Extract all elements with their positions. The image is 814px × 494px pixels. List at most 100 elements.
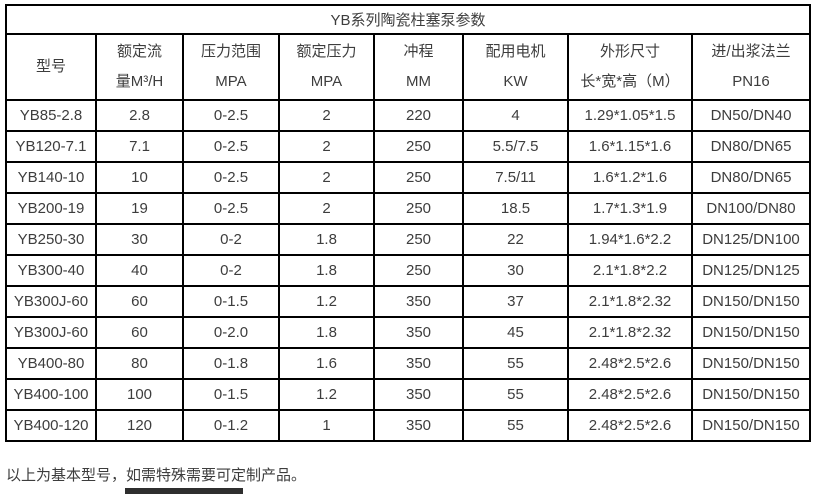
table-cell: 350 — [373, 347, 464, 380]
table-row: YB85-2.8 2.8 0-2.5 2 220 4 1.29*1.05*1.5 DN50/D… — [5, 99, 812, 132]
table-cell: 0-2 — [182, 223, 280, 256]
table-cell: 1.2 — [278, 285, 375, 318]
table-header-row: 型号 额定流 量M³/H 压力范围 MPA 额定压力 MPA 冲程 MM 配用电机 KW 外形尺寸 长*… — [5, 33, 812, 101]
table-cell: 250 — [373, 254, 464, 287]
table-cell: 1.2 — [278, 378, 375, 411]
table-cell: 350 — [373, 409, 464, 442]
table-cell: 2 — [278, 192, 375, 225]
table-cell: 0-2 — [182, 254, 280, 287]
table-cell: 10 — [95, 161, 184, 194]
table-cell: 250 — [373, 192, 464, 225]
table-cell: 0-2.5 — [182, 130, 280, 163]
table-cell: 40 — [95, 254, 184, 287]
table-row: YB400-80 80 0-1.8 1.6 350 55 2.48*2.5*2.6 DN150… — [5, 347, 812, 380]
column-header-line1: 额定流 — [116, 43, 162, 60]
table-cell: YB85-2.8 — [5, 99, 97, 132]
table-row: YB300-40 40 0-2 1.8 250 30 2.1*1.8*2.2 DN125/DN… — [5, 254, 812, 287]
table-cell: 0-1.8 — [182, 347, 280, 380]
table-cell: 0-2.5 — [182, 99, 280, 132]
column-header-line1: 冲程 — [403, 43, 434, 60]
table-cell: 60 — [95, 316, 184, 349]
table-cell: YB400-80 — [5, 347, 97, 380]
table-cell: YB400-120 — [5, 409, 97, 442]
table-row: YB300J-60 60 0-1.5 1.2 350 37 2.1*1.8*2.32 DN15… — [5, 285, 812, 318]
table-cell: YB300-40 — [5, 254, 97, 287]
table-cell: 0-2.5 — [182, 161, 280, 194]
table-cell: YB400-100 — [5, 378, 97, 411]
table-cell: 0-1.5 — [182, 285, 280, 318]
table-cell: 1.94*1.6*2.2 — [567, 223, 693, 256]
column-header: 型号 — [5, 33, 97, 101]
table-cell: 1.6*1.2*1.6 — [567, 161, 693, 194]
column-header: 进/出浆法兰 PN16 — [690, 33, 812, 101]
table-cell: 7.1 — [95, 130, 184, 163]
table-cell: DN150/DN150 — [690, 316, 812, 349]
table-row: YB400-120 120 0-1.2 1 350 55 2.48*2.5*2.6 DN150… — [5, 409, 812, 442]
column-header-line2: PN16 — [732, 73, 770, 90]
table-cell: 2.48*2.5*2.6 — [567, 409, 693, 442]
table-cell: YB120-7.1 — [5, 130, 97, 163]
table-cell: 2.1*1.8*2.32 — [567, 285, 693, 318]
table-cell: 2.48*2.5*2.6 — [567, 347, 693, 380]
table-cell: 45 — [462, 316, 569, 349]
table-cell: DN150/DN150 — [690, 378, 812, 411]
table-cell: DN100/DN80 — [690, 192, 812, 225]
table-cell: 1.8 — [278, 223, 375, 256]
column-header-line1: 进/出浆法兰 — [711, 43, 791, 60]
table-cell: 5.5/7.5 — [462, 130, 569, 163]
table-cell: 0-1.2 — [182, 409, 280, 442]
table-cell: 2.8 — [95, 99, 184, 132]
column-header-line2: MPA — [310, 73, 343, 90]
cropped-element-bar — [125, 488, 243, 494]
table-cell: YB300J-60 — [5, 316, 97, 349]
table-cell: 55 — [462, 378, 569, 411]
table-cell: 1.8 — [278, 316, 375, 349]
column-header-line2: KW — [503, 73, 528, 90]
table-cell: DN80/DN65 — [690, 161, 812, 194]
column-header-line1: 配用电机 — [485, 43, 546, 60]
table-title: YB系列陶瓷柱塞泵参数 — [4, 4, 812, 35]
table-cell: 0-2.0 — [182, 316, 280, 349]
column-header: 额定流量M³/H — [95, 33, 184, 101]
column-header: 压力范围 MPA — [182, 33, 280, 101]
column-header-line2: 量M³/H — [115, 73, 164, 90]
table-cell: YB300J-60 — [5, 285, 97, 318]
column-header: 配用电机 KW — [462, 33, 569, 101]
column-header-line2: MPA — [215, 73, 247, 90]
table-row: YB140-10 10 0-2.5 2 250 7.5/11 1.6*1.2*1.6 DN80… — [5, 161, 812, 194]
table-cell: 2.1*1.8*2.2 — [567, 254, 693, 287]
column-header-line2: MM — [406, 73, 431, 90]
table-cell: 55 — [462, 409, 569, 442]
table-cell: 2 — [278, 130, 375, 163]
table-cell: 4 — [462, 99, 569, 132]
table-cell: DN80/DN65 — [690, 130, 812, 163]
pump-parameters-table: YB系列陶瓷柱塞泵参数 型号 额定流 量M³/H 压力范围 MPA 额定压力 MPA 冲程 MM… — [4, 4, 812, 442]
table-cell: DN125/DN125 — [690, 254, 812, 287]
table-cell: YB250-30 — [5, 223, 97, 256]
table-row: YB120-7.1 7.1 0-2.5 2 250 5.5/7.5 1.6*1.15*1.6… — [5, 130, 812, 163]
table-cell: 100 — [95, 378, 184, 411]
table-cell: 2 — [278, 99, 375, 132]
table-cell: 120 — [95, 409, 184, 442]
table-cell: 1.29*1.05*1.5 — [567, 99, 693, 132]
table-row: YB300J-60 60 0-2.0 1.8 350 45 2.1*1.8*2.32 DN15… — [5, 316, 812, 349]
table-cell: 55 — [462, 347, 569, 380]
table-title-row: YB系列陶瓷柱塞泵参数 — [4, 4, 812, 35]
table-cell: 2 — [278, 161, 375, 194]
table-cell: 2.48*2.5*2.6 — [567, 378, 693, 411]
table-cell: 60 — [95, 285, 184, 318]
table-cell: 0-2.5 — [182, 192, 280, 225]
table-cell: 22 — [462, 223, 569, 256]
table-cell: 0-1.5 — [182, 378, 280, 411]
table-cell: 7.5/11 — [462, 161, 569, 194]
table-cell: 18.5 — [462, 192, 569, 225]
table-cell: 1.8 — [278, 254, 375, 287]
table-row: YB200-19 19 0-2.5 2 250 18.5 1.7*1.3*1.9 DN100/… — [5, 192, 812, 225]
column-header-line1: 额定压力 — [296, 43, 357, 60]
table-cell: 2.1*1.8*2.32 — [567, 316, 693, 349]
table-cell: DN50/DN40 — [690, 99, 812, 132]
table-cell: 350 — [373, 285, 464, 318]
table-cell: DN150/DN150 — [690, 347, 812, 380]
column-header-line1: 压力范围 — [200, 43, 261, 60]
table-cell: 250 — [373, 161, 464, 194]
